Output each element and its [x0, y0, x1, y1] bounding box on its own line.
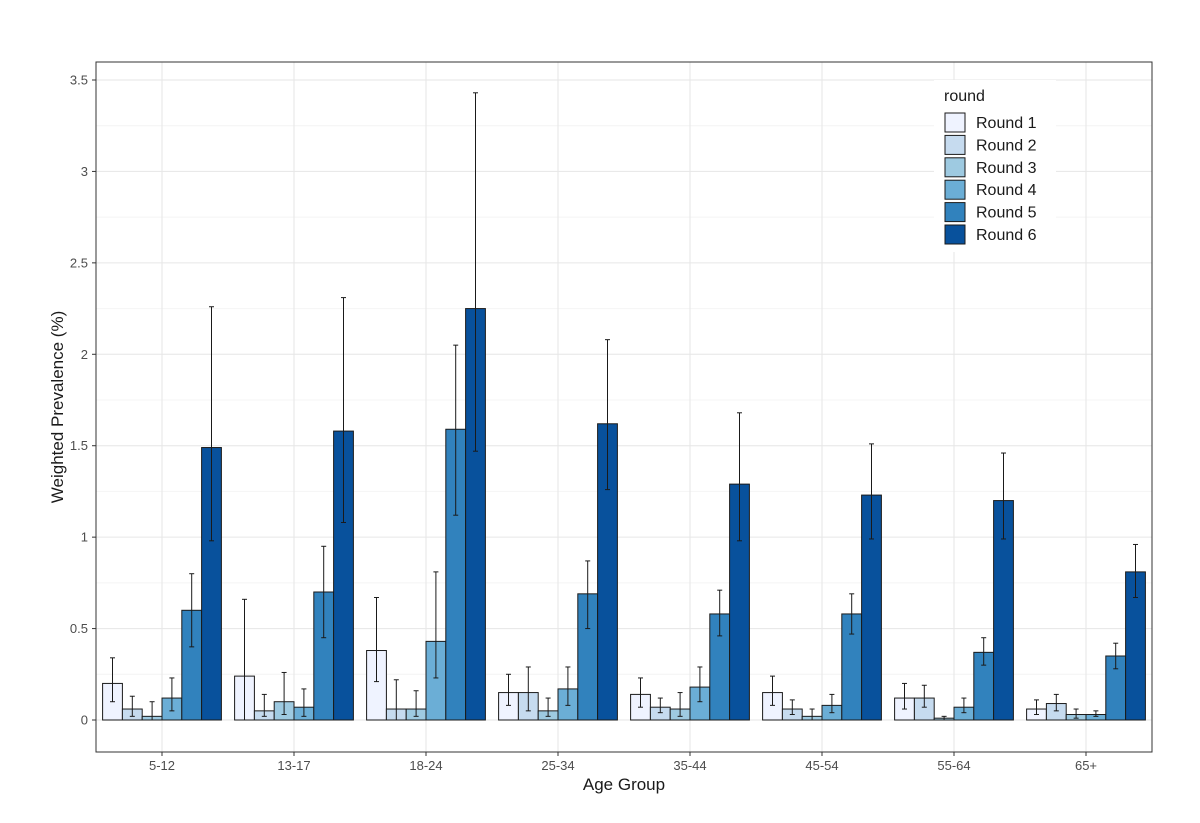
bar-layer [102, 308, 1146, 721]
y-tick-label: 1.5 [70, 438, 88, 453]
x-tick-label: 18-24 [409, 758, 442, 773]
y-axis-title: Weighted Prevalence (%) [48, 311, 67, 503]
legend-title: round [944, 88, 985, 105]
x-tick-label: 13-17 [277, 758, 310, 773]
legend-swatch [944, 134, 966, 155]
legend-swatch [944, 157, 966, 178]
x-tick-label: 25-34 [541, 758, 574, 773]
panel-border [95, 61, 1153, 753]
x-tick-label: 35-44 [673, 758, 706, 773]
legend-label: Round 4 [976, 182, 1037, 199]
legend-swatch [944, 112, 966, 133]
y-tick-label: 3 [81, 164, 88, 179]
legend-label: Round 2 [976, 137, 1037, 154]
y-tick-label: 2.5 [70, 255, 88, 270]
y-tick-label: 3.5 [70, 73, 88, 88]
y-tick-label: 0.5 [70, 621, 88, 636]
legend-label: Round 6 [976, 227, 1037, 244]
legend-label: Round 3 [976, 160, 1037, 177]
y-tick-label: 0 [81, 713, 88, 728]
errorbar-layer [110, 92, 1138, 721]
x-axis-title: Age Group [583, 775, 665, 794]
legend-label: Round 1 [976, 115, 1037, 132]
x-tick-label: 65+ [1075, 758, 1097, 773]
legend-swatch [944, 202, 966, 223]
y-tick-label: 2 [81, 347, 88, 362]
legend-swatch [944, 179, 966, 200]
x-tick-label: 5-12 [149, 758, 175, 773]
x-tick-label: 55-64 [937, 758, 970, 773]
x-tick-label: 45-54 [805, 758, 838, 773]
legend-swatch [944, 224, 966, 245]
legend-items: Round 1 Round 2 Round 3 Round 4 Round 5 Round… [944, 112, 1037, 245]
legend-label: Round 5 [976, 205, 1037, 222]
y-tick-label: 1 [81, 530, 88, 545]
tick-layer: 0 0.5 1 1.5 2 2.5 3 3.5 5-12 13-17 18-24 25-34 35-44… [70, 73, 1097, 774]
